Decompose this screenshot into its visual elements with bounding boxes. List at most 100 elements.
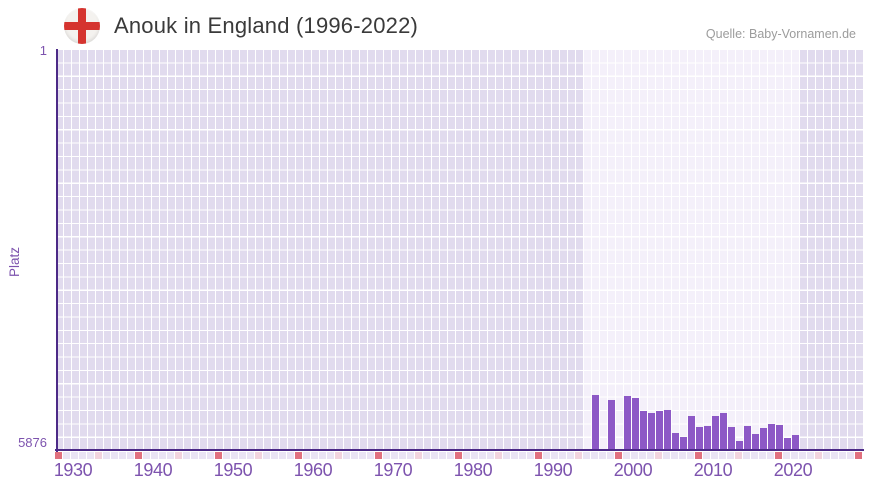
x-axis-line <box>54 448 864 451</box>
year-marker <box>431 451 439 460</box>
bar-2006[interactable] <box>664 410 671 450</box>
year-marker <box>351 451 359 460</box>
year-marker <box>647 451 655 460</box>
year-marker <box>207 451 215 460</box>
year-marker <box>487 451 495 460</box>
bar-1997[interactable] <box>592 395 599 450</box>
year-marker <box>191 451 199 460</box>
year-marker <box>119 451 127 460</box>
year-marker <box>759 451 767 460</box>
bar-2016[interactable] <box>744 426 751 450</box>
decade-marker-2030 <box>855 451 863 460</box>
year-marker <box>79 451 87 460</box>
year-marker <box>327 451 335 460</box>
year-marker <box>303 451 311 460</box>
y-axis-max-label: 1 <box>39 43 47 58</box>
year-marker <box>839 451 847 460</box>
decade-marker-2010 <box>695 451 703 460</box>
year-marker <box>407 451 415 460</box>
year-marker <box>751 451 759 460</box>
bar-2008[interactable] <box>680 437 687 450</box>
year-marker <box>103 451 111 460</box>
year-marker <box>639 451 647 460</box>
x-tick-label-1980: 1980 <box>453 459 493 480</box>
year-marker <box>767 451 775 460</box>
chart-header: Anouk in England (1996-2022) <box>64 7 418 44</box>
year-marker <box>623 451 631 460</box>
year-marker <box>631 451 639 460</box>
bar-2007[interactable] <box>672 433 679 450</box>
year-marker <box>583 451 591 460</box>
x-tick-label-1940: 1940 <box>133 459 173 480</box>
year-marker <box>823 451 831 460</box>
bar-2021[interactable] <box>784 437 791 450</box>
year-marker <box>847 451 855 460</box>
bar-2020[interactable] <box>776 425 783 450</box>
year-marker <box>151 451 159 460</box>
year-marker <box>319 451 327 460</box>
year-marker <box>503 451 511 460</box>
bar-2004[interactable] <box>648 413 655 450</box>
year-marker <box>599 451 607 460</box>
year-marker <box>111 451 119 460</box>
year-marker <box>247 451 255 460</box>
year-marker <box>727 451 735 460</box>
year-marker <box>399 451 407 460</box>
bar-2022[interactable] <box>792 435 799 450</box>
x-tick-label-2020: 2020 <box>773 459 813 480</box>
x-tick-label-1970: 1970 <box>373 459 413 480</box>
decade-marker-2000 <box>615 451 623 460</box>
x-tick-label-1990: 1990 <box>533 459 573 480</box>
year-marker <box>607 451 615 460</box>
x-tick-label-2000: 2000 <box>613 459 653 480</box>
bar-2019[interactable] <box>768 423 775 450</box>
bar-2005[interactable] <box>656 410 663 450</box>
bar-2011[interactable] <box>704 425 711 450</box>
half-decade-marker-1995 <box>575 451 583 460</box>
year-marker <box>719 451 727 460</box>
bar-2014[interactable] <box>728 426 735 450</box>
bar-2003[interactable] <box>640 410 647 450</box>
year-marker <box>223 451 231 460</box>
bar-2018[interactable] <box>760 427 767 450</box>
half-decade-marker-1945 <box>175 451 183 460</box>
year-marker <box>519 451 527 460</box>
half-decade-marker-1985 <box>495 451 503 460</box>
year-marker <box>87 451 95 460</box>
bar-2017[interactable] <box>752 434 759 450</box>
bar-2013[interactable] <box>720 412 727 450</box>
year-marker <box>791 451 799 460</box>
decade-marker-2020 <box>775 451 783 460</box>
half-decade-marker-2025 <box>815 451 823 460</box>
x-tick-label-1930: 1930 <box>53 459 93 480</box>
year-marker <box>807 451 815 460</box>
year-marker <box>231 451 239 460</box>
year-marker <box>199 451 207 460</box>
decade-marker-1950 <box>215 451 223 460</box>
half-decade-marker-1955 <box>255 451 263 460</box>
bar-2001[interactable] <box>624 395 631 450</box>
decade-marker-1940 <box>135 451 143 460</box>
year-marker <box>551 451 559 460</box>
year-marker <box>711 451 719 460</box>
year-marker <box>671 451 679 460</box>
year-marker <box>743 451 751 460</box>
y-axis-title: Platz <box>6 246 22 277</box>
bar-2002[interactable] <box>632 397 639 450</box>
year-marker <box>359 451 367 460</box>
half-decade-marker-2005 <box>655 451 663 460</box>
bar-2015[interactable] <box>736 440 743 450</box>
year-marker <box>663 451 671 460</box>
bar-1999[interactable] <box>608 399 615 450</box>
year-marker <box>63 451 71 460</box>
year-marker <box>159 451 167 460</box>
x-tick-label-1960: 1960 <box>293 459 333 480</box>
year-marker <box>183 451 191 460</box>
bar-2012[interactable] <box>712 415 719 450</box>
year-marker <box>343 451 351 460</box>
bar-2009[interactable] <box>688 416 695 450</box>
year-marker <box>559 451 567 460</box>
plot-area: 1930 1940 1950 1960 1970 1980 1990 2000 2010 2020 <box>53 49 867 492</box>
bar-2010[interactable] <box>696 426 703 450</box>
